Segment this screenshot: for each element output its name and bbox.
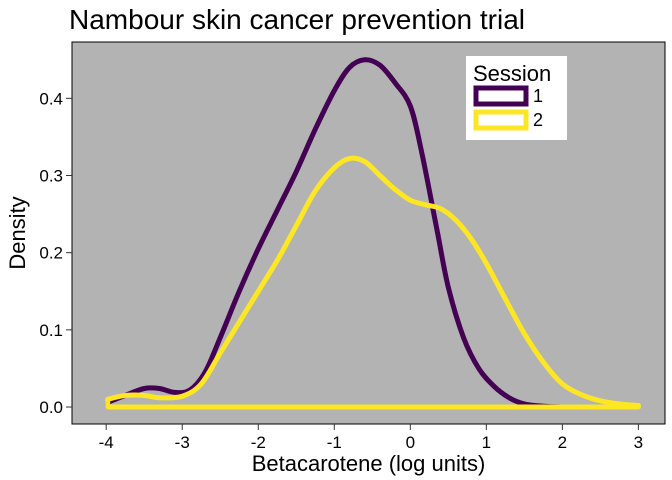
x-tick-label: 0 (406, 433, 415, 452)
density-series-1 (105, 57, 565, 410)
series-layer (105, 57, 641, 410)
y-tick-label: 0.0 (39, 398, 63, 417)
x-tick-label: 2 (558, 433, 567, 452)
x-tick-label: -4 (99, 433, 114, 452)
density-series-2 (105, 155, 641, 410)
x-tick-label: -1 (327, 433, 342, 452)
x-tick-label: -2 (251, 433, 266, 452)
y-tick-label: 0.4 (39, 89, 63, 108)
y-tick-label: 0.1 (39, 321, 63, 340)
legend-key-2 (473, 109, 529, 131)
chart-title: Nambour skin cancer prevention trial (69, 4, 525, 35)
y-tick-label: 0.2 (39, 244, 63, 263)
legend: Session 12 (466, 56, 567, 140)
legend-title: Session (473, 61, 551, 86)
y-axis: 0.0 0.1 0.2 0.3 0.4 (39, 89, 72, 417)
x-tick-label: 3 (634, 433, 643, 452)
x-tick-label: -3 (175, 433, 190, 452)
x-tick-label: 1 (482, 433, 491, 452)
y-tick-label: 0.3 (39, 167, 63, 186)
legend-label-2: 2 (533, 110, 543, 130)
plot-panel (71, 41, 666, 425)
x-axis: -4 -3 -2 -1 0 1 2 3 (99, 424, 643, 452)
y-axis-title: Density (5, 196, 30, 269)
legend-label-1: 1 (533, 86, 543, 106)
legend-entries: 12 (473, 85, 543, 131)
x-axis-title: Betacarotene (log units) (252, 451, 486, 476)
legend-key-1 (473, 85, 529, 107)
